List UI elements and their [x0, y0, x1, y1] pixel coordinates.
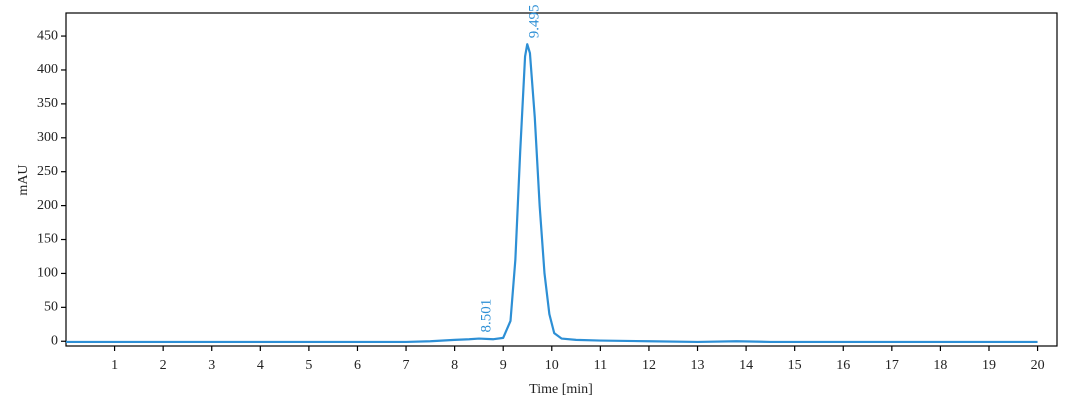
x-tick-label: 6	[354, 358, 361, 373]
x-tick-label: 11	[594, 358, 607, 373]
x-tick-label: 12	[642, 358, 656, 373]
y-axis-label: mAU	[16, 164, 31, 195]
x-tick-label: 16	[836, 358, 850, 373]
x-tick-label: 4	[257, 358, 264, 373]
y-tick-label: 250	[37, 164, 58, 179]
x-tick-label: 18	[933, 358, 947, 373]
x-tick-label: 13	[691, 358, 705, 373]
peak-label: 8.501	[478, 299, 494, 333]
x-tick-label: 9	[500, 358, 507, 373]
y-tick-label: 400	[37, 62, 58, 77]
y-tick-label: 300	[37, 130, 58, 145]
x-tick-label: 20	[1031, 358, 1045, 373]
x-tick-label: 14	[739, 358, 753, 373]
x-axis-label: Time [min]	[529, 382, 593, 397]
y-tick-label: 150	[37, 232, 58, 247]
x-tick-label: 3	[208, 358, 215, 373]
trace	[66, 43, 1038, 344]
x-tick-label: 10	[545, 358, 559, 373]
x-tick-label: 7	[403, 358, 410, 373]
plot-frame	[65, 12, 1058, 347]
y-tick-label: 100	[37, 266, 58, 281]
x-tick-label: 5	[305, 358, 312, 373]
x-tick-label: 19	[982, 358, 996, 373]
y-tick-label: 50	[44, 300, 58, 315]
y-tick-label: 0	[51, 333, 58, 348]
x-tick-label: 17	[885, 358, 899, 373]
x-tick-label: 15	[788, 358, 802, 373]
peak-label: 9.495	[527, 4, 543, 38]
y-tick-label: 450	[37, 28, 58, 43]
y-tick-label: 200	[37, 198, 58, 213]
y-tick-label: 350	[37, 96, 58, 111]
x-tick-label: 1	[111, 358, 118, 373]
x-tick-label: 8	[451, 358, 458, 373]
x-tick-label: 2	[160, 358, 167, 373]
